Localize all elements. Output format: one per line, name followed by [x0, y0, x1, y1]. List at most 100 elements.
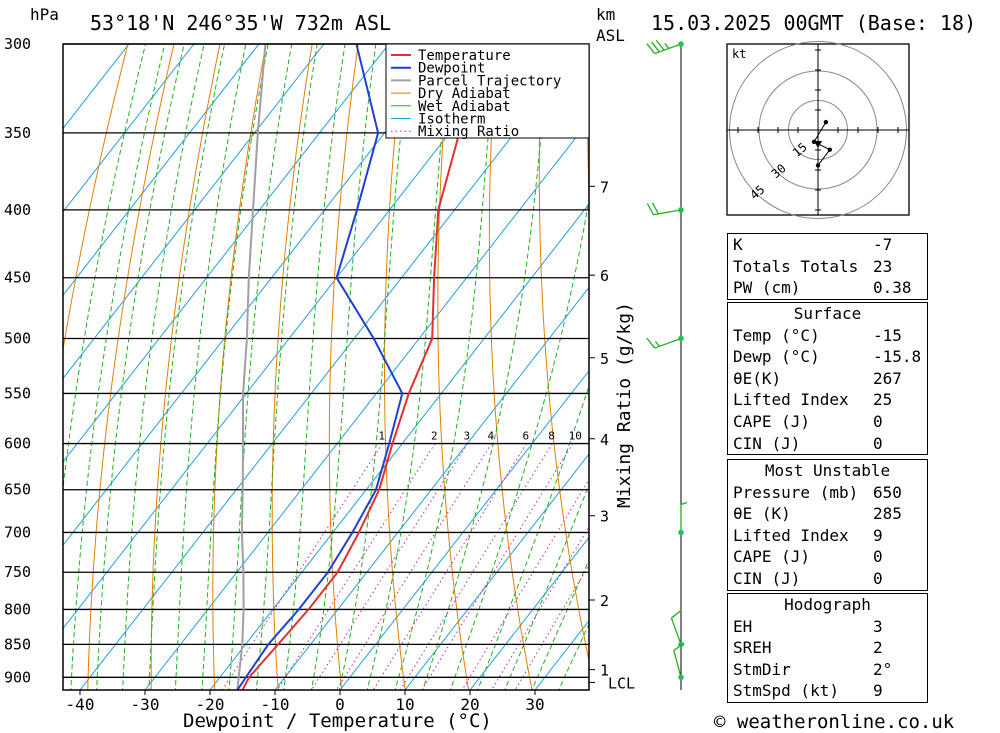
- dry-adiabat-line: [150, 44, 221, 690]
- stat-value: 9: [873, 681, 883, 701]
- stat-row: StmSpd (kt) 9: [728, 680, 927, 702]
- height-unit-km: km: [596, 5, 615, 24]
- dry-adiabat-line: [437, 44, 470, 690]
- mixing-ratio-line: [276, 443, 436, 690]
- isobar-grid: [63, 43, 589, 678]
- height-tick-label: 4: [600, 431, 609, 449]
- stat-value: 0: [873, 411, 883, 431]
- x-tick-label: 10: [395, 695, 414, 714]
- wet-adiabat-line: [122, 44, 205, 690]
- most-unstable-panel: Most Unstable Pressure (mb) 650 θE (K) 285 L…: [727, 459, 928, 591]
- stat-value: 0: [873, 547, 883, 567]
- stat-label: K: [733, 235, 743, 254]
- mixing-ratio-line: [221, 443, 383, 690]
- x-tick-label: -20: [196, 695, 225, 714]
- dry-adiabat-line: [212, 44, 267, 690]
- storm-motion-marker: [814, 141, 822, 148]
- wet-adiabat-line: [366, 44, 451, 690]
- wind-barb-flag: [646, 203, 654, 216]
- stat-value: 0: [873, 568, 883, 588]
- stat-value: -15: [873, 325, 902, 345]
- stat-value: 285: [873, 504, 902, 524]
- stat-row: CIN (J) 0: [728, 433, 927, 455]
- stat-value: 2: [873, 638, 883, 658]
- wind-barb-half-flag: [664, 43, 670, 49]
- mixing-ratio-label: 6: [522, 430, 529, 443]
- pressure-tick-label: 550: [4, 384, 31, 402]
- stat-label: Pressure (mb): [733, 482, 859, 502]
- dry-adiabat-line: [63, 44, 129, 353]
- pressure-tick-label: 650: [4, 481, 31, 499]
- mixing-ratio-line: [461, 478, 589, 690]
- wet-adiabat-line: [477, 384, 589, 690]
- stat-label: CAPE (J): [733, 411, 811, 431]
- wet-adiabat-line: [422, 44, 550, 690]
- stat-value: 9: [873, 525, 883, 545]
- legend-entry: Mixing Ratio: [418, 124, 519, 140]
- mixing-ratio-line: [399, 443, 553, 690]
- stat-value: 25: [873, 390, 893, 410]
- pressure-tick-label: 600: [4, 435, 31, 453]
- x-tick-label: 0: [335, 695, 345, 714]
- stat-row: K -7: [728, 234, 927, 256]
- stat-value: -15.8: [873, 347, 922, 367]
- mixing-ratio-line: [336, 443, 492, 690]
- copyright: © weatheronline.co.uk: [714, 711, 955, 733]
- stat-label: StmSpd (kt): [733, 681, 839, 701]
- pressure-tick-label: 850: [4, 635, 31, 653]
- mixing-ratio-label: 25: [657, 430, 670, 443]
- pressure-tick-label: 750: [4, 563, 31, 581]
- stat-label: CIN (J): [733, 433, 801, 453]
- wind-level-dot: [678, 41, 684, 47]
- stat-label: CAPE (J): [733, 547, 811, 567]
- wet-adiabat-line: [228, 44, 293, 690]
- wind-barb-shaft: [654, 337, 682, 349]
- wind-level-dot: [678, 335, 684, 342]
- hodograph-point: [823, 119, 829, 125]
- axes: 300350400450500550600650700750800850900-…: [4, 35, 635, 714]
- hodograph-point: [827, 147, 832, 152]
- wind-barb-shaft: [654, 43, 682, 55]
- stat-row: Temp (°C) -15: [728, 325, 927, 347]
- x-tick-label: -30: [131, 695, 160, 714]
- mixing-ratio-label: 3: [464, 430, 471, 443]
- height-tick-label: 6: [600, 267, 609, 285]
- stat-row: CAPE (J) 0: [728, 546, 927, 568]
- height-unit-asl: ASL: [596, 26, 625, 45]
- dewpoint-line: [236, 44, 404, 690]
- isotherm-line: [63, 44, 325, 380]
- pressure-tick-label: 300: [4, 35, 31, 53]
- sounding-profiles: [236, 44, 520, 690]
- dry-adiabat-line: [957, 44, 1000, 690]
- stat-label: SREH: [733, 638, 772, 658]
- isotherm-line: [63, 44, 195, 213]
- stat-value: 0.38: [873, 278, 912, 298]
- stat-value: 267: [873, 368, 902, 388]
- legend-entry: Dry Adiabat: [418, 86, 511, 102]
- stat-row: Totals Totals 23: [728, 256, 927, 278]
- stat-value: 2°: [873, 659, 893, 679]
- isotherm-line: [469, 536, 589, 690]
- dry-adiabat-line: [488, 44, 533, 690]
- surface-panel: Surface Temp (°C) -15 Dewp (°C) -15.8 θE(K) 2…: [727, 302, 928, 456]
- wind-level-dot: [678, 674, 684, 681]
- wind-barb-half-flag: [680, 501, 688, 506]
- isotherm-line: [274, 286, 589, 690]
- stat-row: SREH 2: [728, 637, 927, 659]
- mixing-ratio-label: 4: [488, 430, 495, 443]
- stat-row: StmDir 2°: [728, 659, 927, 681]
- legend-entry: Wet Adiabat: [418, 99, 511, 115]
- wet-adiabat-line: [148, 44, 226, 690]
- dry-adiabat-line: [635, 44, 723, 690]
- stat-value: 650: [873, 482, 902, 502]
- wind-barb-flag: [651, 202, 659, 215]
- height-tick-label: LCL: [608, 674, 635, 692]
- stat-label: θE (K): [733, 504, 791, 524]
- isotherm-line: [79, 44, 585, 690]
- mixing-ratio-line: [491, 525, 589, 690]
- hodograph-stats-panel: Hodograph EH 3 SREH 2 StmDir 2° StmSpd (kt) 9: [727, 593, 928, 703]
- wet-adiabat-line: [96, 44, 185, 690]
- wet-adiabat-line: [394, 44, 497, 690]
- stat-label: StmDir: [733, 659, 791, 679]
- temperature-line: [241, 44, 520, 690]
